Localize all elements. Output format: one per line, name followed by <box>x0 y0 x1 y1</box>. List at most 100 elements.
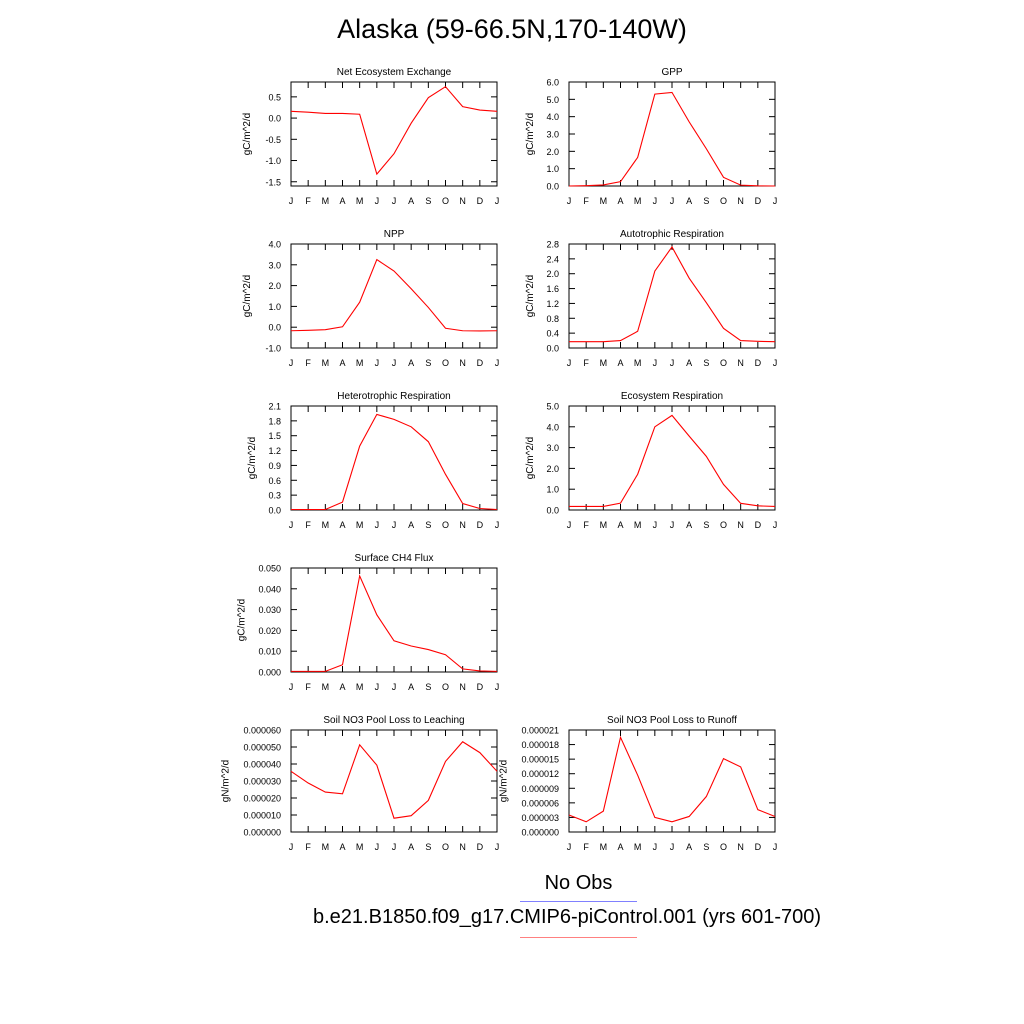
y-tick-label: 1.2 <box>268 446 281 456</box>
x-tick-label: S <box>425 842 431 852</box>
chart-title: GPP <box>661 67 682 78</box>
y-tick-label: 5.0 <box>546 95 559 105</box>
x-tick-label: S <box>703 196 709 206</box>
x-tick-label: M <box>356 358 364 368</box>
y-tick-label: 0.000000 <box>521 828 559 838</box>
y-tick-label: 0.030 <box>258 605 281 615</box>
x-tick-label: M <box>322 520 330 530</box>
y-tick-label: 0.000015 <box>521 755 559 765</box>
x-tick-label: M <box>322 682 330 692</box>
x-tick-label: O <box>442 196 449 206</box>
x-tick-label: O <box>720 196 727 206</box>
y-tick-label: 2.4 <box>546 254 559 264</box>
x-tick-label: F <box>583 358 589 368</box>
x-tick-label: M <box>322 842 330 852</box>
x-tick-label: A <box>617 358 623 368</box>
x-tick-label: M <box>634 520 642 530</box>
x-tick-label: A <box>408 520 414 530</box>
series-line <box>291 413 498 511</box>
x-tick-label: N <box>459 358 466 368</box>
y-tick-label: 1.6 <box>546 284 559 294</box>
x-tick-label: D <box>755 842 762 852</box>
x-tick-label: M <box>356 520 364 530</box>
x-tick-label: J <box>653 520 658 530</box>
x-tick-label: J <box>289 842 294 852</box>
series-line <box>290 741 498 819</box>
y-axis-label: gC/m^2/d <box>242 113 253 156</box>
x-tick-label: S <box>425 520 431 530</box>
y-tick-label: 0.5 <box>268 92 281 102</box>
x-tick-label: J <box>495 682 500 692</box>
y-axis-label: gC/m^2/d <box>525 437 536 480</box>
y-tick-label: 2.8 <box>546 240 559 250</box>
y-axis-label: gC/m^2/d <box>247 437 258 480</box>
x-tick-label: J <box>392 358 397 368</box>
x-tick-label: J <box>495 196 500 206</box>
y-tick-label: 0.0 <box>546 182 559 192</box>
x-tick-label: A <box>686 520 692 530</box>
x-tick-label: J <box>289 358 294 368</box>
y-tick-label: 2.0 <box>268 281 281 291</box>
chart-title: Ecosystem Respiration <box>621 391 723 402</box>
y-tick-label: 0.000010 <box>243 811 281 821</box>
y-tick-label: 0.000012 <box>521 769 559 779</box>
y-tick-label: 5.0 <box>546 402 559 412</box>
x-tick-label: A <box>339 358 345 368</box>
y-tick-label: 2.0 <box>546 147 559 157</box>
x-tick-label: J <box>392 196 397 206</box>
y-tick-label: 0.020 <box>258 626 281 636</box>
x-tick-label: S <box>703 358 709 368</box>
y-tick-label: 0.000006 <box>521 798 559 808</box>
x-tick-label: J <box>773 196 778 206</box>
y-axis-label: gC/m^2/d <box>237 599 248 642</box>
plot-frame <box>290 243 498 349</box>
y-axis-label: gC/m^2/d <box>525 113 536 156</box>
x-tick-label: M <box>356 682 364 692</box>
plot-frame <box>568 243 776 349</box>
x-tick-label: S <box>703 520 709 530</box>
x-tick-label: J <box>670 358 675 368</box>
x-tick-label: J <box>653 358 658 368</box>
legend-line-model <box>520 937 637 938</box>
x-tick-label: J <box>653 196 658 206</box>
series-line <box>290 85 498 176</box>
x-tick-label: J <box>495 842 500 852</box>
x-tick-label: D <box>477 682 484 692</box>
x-tick-label: A <box>339 682 345 692</box>
x-tick-label: A <box>339 520 345 530</box>
y-axis-label: gN/m^2/d <box>221 760 232 803</box>
x-tick-label: D <box>477 842 484 852</box>
x-tick-label: O <box>720 842 727 852</box>
y-tick-label: 0.050 <box>258 564 281 574</box>
x-tick-label: S <box>703 842 709 852</box>
x-tick-label: A <box>408 682 414 692</box>
y-tick-label: 3.0 <box>546 130 559 140</box>
x-tick-label: A <box>339 196 345 206</box>
x-tick-label: J <box>567 520 572 530</box>
y-tick-label: 0.000030 <box>243 777 281 787</box>
x-tick-label: F <box>583 842 589 852</box>
y-tick-label: 3.0 <box>268 260 281 270</box>
y-tick-label: 1.0 <box>546 164 559 174</box>
y-tick-label: 0.000040 <box>243 760 281 770</box>
x-tick-label: N <box>737 196 744 206</box>
x-tick-label: J <box>567 196 572 206</box>
x-tick-label: M <box>322 358 330 368</box>
y-tick-label: -1.5 <box>265 177 281 187</box>
x-tick-label: M <box>600 520 608 530</box>
y-tick-label: -1.0 <box>265 156 281 166</box>
x-tick-label: N <box>459 842 466 852</box>
x-tick-label: M <box>600 358 608 368</box>
x-tick-label: A <box>617 520 623 530</box>
x-tick-label: F <box>583 520 589 530</box>
x-tick-label: M <box>600 196 608 206</box>
y-tick-label: 0.000 <box>258 668 281 678</box>
x-tick-label: M <box>600 842 608 852</box>
y-tick-label: 0.040 <box>258 584 281 594</box>
x-tick-label: N <box>737 842 744 852</box>
y-tick-label: 0.000003 <box>521 813 559 823</box>
plot-frame <box>290 405 498 511</box>
